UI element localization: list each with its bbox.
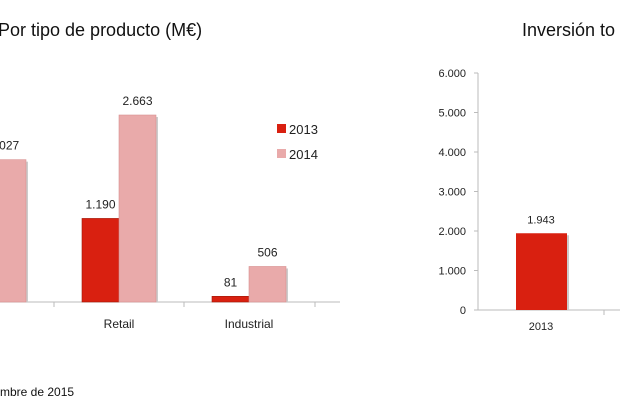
right-chart-title: Inversión to	[522, 20, 616, 40]
data-label: 506	[257, 245, 277, 259]
data-label: 1.190	[85, 197, 115, 211]
y-tick-label: 4.000	[438, 147, 466, 159]
data-label: 2.663	[122, 94, 152, 108]
bar-2014	[248, 266, 287, 303]
bar-2013	[81, 218, 120, 303]
bar-2014	[118, 114, 157, 303]
category-label: Retail	[104, 317, 135, 331]
left-chart-title: Por tipo de producto (M€)	[0, 20, 203, 40]
legend-swatch-2013	[277, 124, 286, 133]
y-tick-label: 2.000	[438, 226, 466, 238]
category-label: Industrial	[225, 317, 274, 331]
legend-label: 2014	[289, 147, 318, 162]
y-tick-label: 3.000	[438, 187, 466, 199]
bar-2013	[516, 233, 567, 310]
y-tick-label: 5.000	[438, 108, 466, 120]
y-tick-label: 1.000	[438, 266, 466, 278]
data-label: 81	[224, 275, 238, 289]
bar-2013	[211, 296, 250, 303]
data-label: 1.943	[527, 214, 555, 226]
y-tick-label: 0	[460, 305, 466, 317]
bar-2014	[0, 159, 27, 303]
legend-swatch-2014	[277, 149, 286, 158]
category-label: 2013	[529, 321, 553, 333]
footer-note: mbre de 2015	[0, 385, 75, 399]
legend-label: 2013	[289, 122, 318, 137]
y-tick-label: 6.000	[438, 68, 466, 80]
data-label: .027	[0, 139, 20, 153]
